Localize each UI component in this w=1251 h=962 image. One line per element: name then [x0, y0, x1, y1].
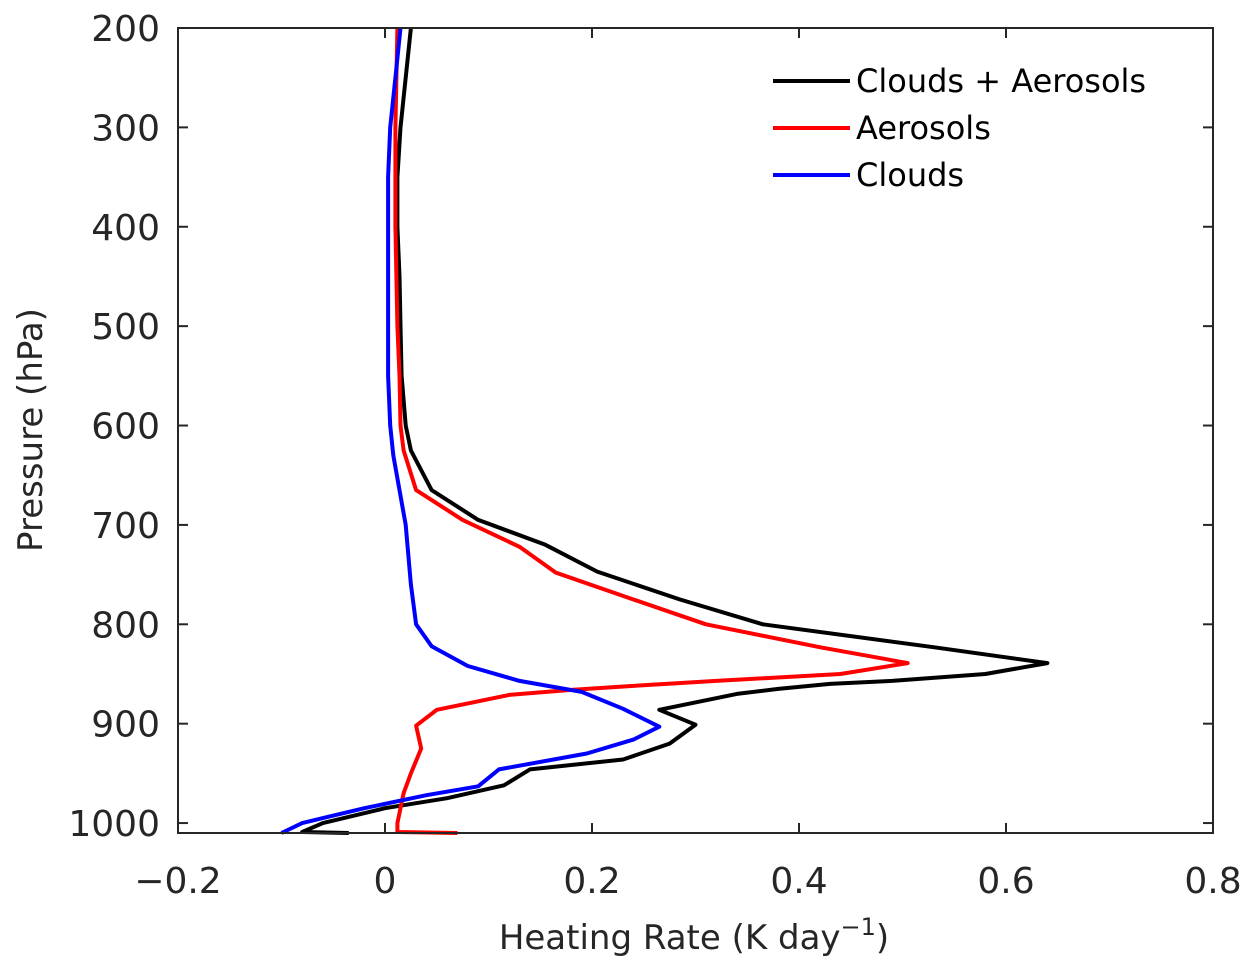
plot-frame: [177, 27, 1214, 834]
y-tick-label: 800: [91, 605, 160, 646]
x-axis-label-exponent: −1: [841, 913, 876, 941]
y-tick-label: 200: [91, 9, 160, 50]
legend-label-1: Aerosols: [856, 109, 991, 147]
x-tick-label: 0.6: [977, 861, 1034, 902]
y-tick-label: 700: [91, 506, 160, 547]
series-line-0: [300, 27, 1050, 835]
y-tick-label: 300: [91, 108, 160, 149]
y-tick-label: 600: [91, 407, 160, 448]
y-tick-label: 500: [91, 307, 160, 348]
legend-label-2: Clouds: [856, 156, 964, 194]
x-tick-label: 0.8: [1184, 861, 1241, 902]
tick-labels: −0.2 0 0.2 0.4 0.6 0.8 200 300 400 500 600 700 800 90…: [68, 9, 1241, 902]
y-tick-label: 1000: [68, 804, 160, 845]
x-tick-label: 0: [374, 861, 397, 902]
x-tick-label: 0.2: [563, 861, 620, 902]
x-axis-label: Heating Rate (K day−1): [499, 913, 889, 958]
y-tick-label: 400: [91, 208, 160, 249]
plot-lines: [280, 27, 1050, 835]
legend-label-0: Clouds + Aerosols: [856, 62, 1146, 100]
y-axis-label: Pressure (hPa): [11, 308, 51, 552]
legend: Clouds + Aerosols Aerosols Clouds: [773, 62, 1146, 194]
series-line-2: [280, 27, 662, 835]
y-tick-label: 900: [91, 705, 160, 746]
axis-ticks: [177, 27, 1214, 833]
x-tick-label: 0.4: [770, 861, 827, 902]
series-line-1: [393, 27, 910, 835]
x-tick-label: −0.2: [134, 861, 221, 902]
